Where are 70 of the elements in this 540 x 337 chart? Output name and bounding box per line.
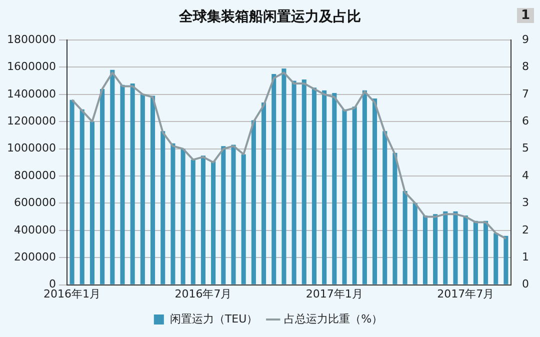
bar xyxy=(494,233,498,284)
bar xyxy=(110,70,115,284)
bar xyxy=(241,154,246,284)
bar xyxy=(90,122,94,284)
y-tick-label: 800000 xyxy=(14,168,56,182)
bar xyxy=(402,190,408,284)
bar xyxy=(160,131,166,284)
bar xyxy=(170,143,176,284)
bar xyxy=(433,214,438,284)
y2-tick-label: 4 xyxy=(522,168,529,182)
bar xyxy=(412,203,418,284)
y-tick-label: 1000000 xyxy=(6,142,56,155)
bar xyxy=(443,211,448,284)
legend-label: 占总运力比重（%） xyxy=(284,312,383,326)
bar xyxy=(130,84,135,284)
y2-tick-label: 2 xyxy=(522,223,529,236)
bar xyxy=(150,96,156,284)
y-tick-label: 1200000 xyxy=(6,114,56,128)
bar xyxy=(322,90,327,284)
legend-label: 闲置运力（TEU） xyxy=(170,312,258,326)
y-tick-label: 400000 xyxy=(14,223,56,236)
y2-tick-label: 8 xyxy=(522,60,529,74)
bar xyxy=(473,220,478,284)
y2-tick-label: 3 xyxy=(522,196,529,210)
y2-tick-label: 0 xyxy=(522,278,529,291)
bar xyxy=(100,88,105,284)
x-tick-label: 2016年7月 xyxy=(174,287,232,300)
y-tick-label: 600000 xyxy=(14,196,56,210)
y-tick-label: 200000 xyxy=(14,250,56,264)
bar xyxy=(392,152,398,284)
bar xyxy=(504,236,508,284)
bar xyxy=(231,144,236,284)
bar xyxy=(180,148,186,284)
bar xyxy=(221,146,226,284)
y2-tick-label: 6 xyxy=(522,114,529,128)
y2-tick-label: 1 xyxy=(522,250,529,264)
bar xyxy=(362,90,367,284)
bar xyxy=(332,93,337,284)
bar xyxy=(382,131,388,284)
y2-tick-label: 7 xyxy=(522,87,529,100)
bar xyxy=(484,220,488,284)
bar xyxy=(200,156,206,284)
chart-title: 全球集装箱船闲置运力及占比 xyxy=(179,9,361,25)
x-tick-label: 2017年7月 xyxy=(437,287,494,300)
bar xyxy=(453,211,458,284)
x-tick-label: 2017年1月 xyxy=(306,287,363,300)
y-tick-label: 1400000 xyxy=(6,87,56,100)
bar xyxy=(282,68,286,284)
bar xyxy=(190,160,196,284)
bar xyxy=(312,88,316,284)
bar xyxy=(463,215,468,284)
bar xyxy=(302,79,306,284)
bar xyxy=(261,102,266,284)
text: 1 xyxy=(516,8,534,23)
y2-tick-label: 5 xyxy=(522,142,529,155)
bar xyxy=(120,84,125,284)
bar xyxy=(70,100,74,284)
bar xyxy=(251,120,256,284)
bar xyxy=(372,98,378,284)
bar xyxy=(211,161,216,284)
y-tick-label: 1600000 xyxy=(6,60,56,74)
bar xyxy=(292,80,296,284)
bar xyxy=(342,109,347,284)
bar xyxy=(422,215,428,284)
bar xyxy=(352,106,357,284)
bar xyxy=(140,94,145,284)
bar xyxy=(272,74,276,284)
y-tick-label: 1800000 xyxy=(6,32,56,46)
bar xyxy=(80,109,84,284)
y2-tick-label: 9 xyxy=(522,32,529,46)
